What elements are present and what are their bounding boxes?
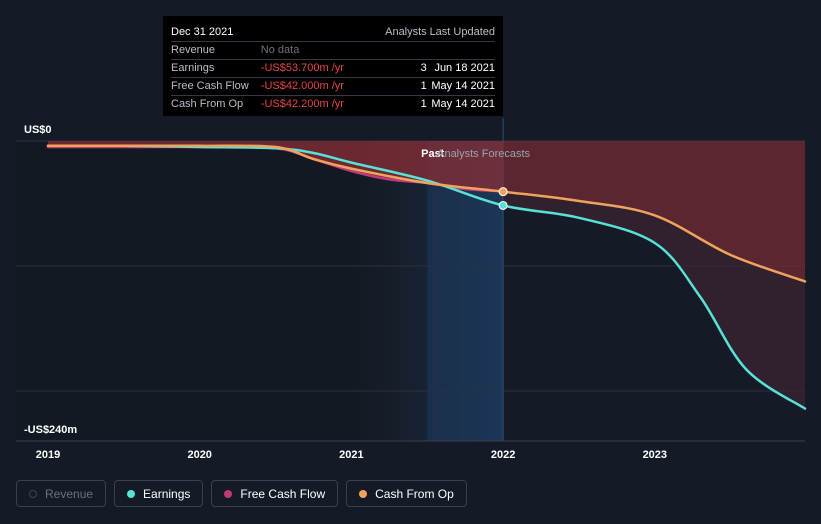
tooltip-row-earnings: Earnings -US$53.700m /yr 3 Jun 18 2021 xyxy=(171,59,495,77)
tooltip-col-updated: Last Updated xyxy=(429,26,495,38)
forecast-label: Analysts Forecasts xyxy=(437,148,530,160)
x-tick-2023: 2023 xyxy=(643,449,667,461)
x-tick-2020: 2020 xyxy=(187,449,211,461)
tooltip-header: Dec 31 2021 Analysts Last Updated xyxy=(171,24,495,41)
x-tick-2022: 2022 xyxy=(491,449,515,461)
legend-free-cash-flow-dot xyxy=(224,489,233,498)
x-tick-2021: 2021 xyxy=(339,449,363,461)
forecast-between-area xyxy=(503,191,805,409)
tooltip-row-revenue: Revenue No data xyxy=(171,41,495,59)
marker-earnings xyxy=(498,200,508,210)
x-tick-2019: 2019 xyxy=(36,449,60,461)
marker-cash-from-op xyxy=(498,187,508,197)
legend-earnings[interactable]: Earnings xyxy=(114,480,204,507)
series-line-cash-from-op xyxy=(46,144,807,283)
data-tooltip: Dec 31 2021 Analysts Last Updated Revenu… xyxy=(163,16,503,116)
legend-cash-from-op[interactable]: Cash From Op xyxy=(346,480,467,507)
y-axis-top-label: US$0 xyxy=(24,124,52,136)
y-axis-bottom-label: -US$240m xyxy=(24,424,77,436)
past-label: Past xyxy=(421,148,445,160)
tooltip-date: Dec 31 2021 xyxy=(171,26,234,38)
legend-revenue-dot xyxy=(29,489,37,498)
legend-free-cash-flow[interactable]: Free Cash Flow xyxy=(211,480,339,507)
legend-earnings-dot xyxy=(127,489,136,498)
legend-cash-from-op-dot xyxy=(359,489,368,498)
tooltip-col-analysts: Analysts xyxy=(385,26,427,38)
chart-legend: Revenue Earnings Free Cash Flow Cash Fro… xyxy=(16,480,467,507)
tooltip-row-free-cash-flow: Free Cash Flow -US$42.000m /yr 1 May 14 … xyxy=(171,77,495,95)
forecast-negative-area xyxy=(503,141,805,282)
legend-revenue[interactable]: Revenue xyxy=(16,480,107,507)
tooltip-row-cash-from-op: Cash From Op -US$42.200m /yr 1 May 14 20… xyxy=(171,95,495,113)
